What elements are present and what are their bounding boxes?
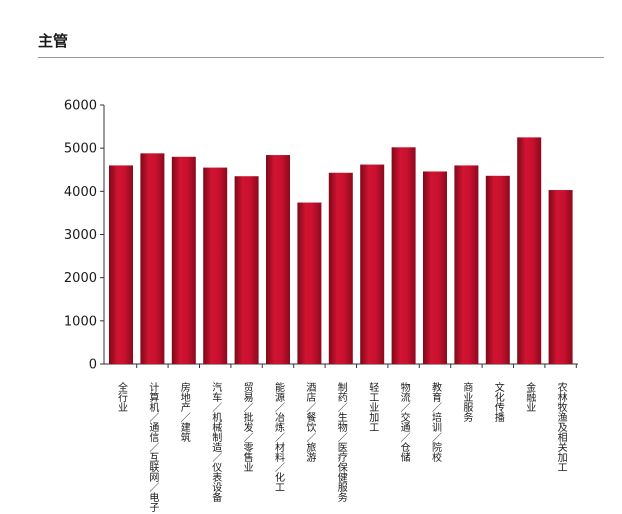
bar — [423, 171, 447, 364]
bar — [297, 202, 322, 364]
bar — [203, 167, 228, 364]
bar — [360, 164, 385, 364]
y-tick-label: 3000 — [64, 228, 97, 243]
bar — [234, 176, 259, 364]
bar — [454, 165, 479, 364]
x-tick-label: 轻工业加工 — [367, 381, 379, 432]
bar — [517, 137, 542, 364]
bar — [109, 165, 133, 364]
x-tick-label: 贸易／批发／零售业 — [241, 382, 253, 472]
x-tick-label: 酒店／餐饮／旅游 — [304, 382, 316, 463]
bar — [328, 172, 353, 364]
x-tick-label: 教育／培训／院校 — [430, 381, 442, 463]
x-tick-label: 房地产／建筑 — [178, 381, 190, 442]
y-tick-label: 4000 — [64, 185, 97, 200]
x-tick-label: 能源／冶炼／材料／化工 — [273, 381, 285, 492]
x-tick-label: 金融业 — [524, 381, 536, 412]
x-tick-label: 汽车／机械制造／仪表设备 — [210, 381, 222, 503]
x-tick-label: 文化传播 — [492, 381, 504, 423]
y-tick-label: 2000 — [64, 271, 97, 286]
bar — [485, 175, 510, 364]
y-tick-label: 6000 — [64, 99, 97, 114]
section-divider — [38, 57, 604, 58]
bar — [266, 155, 290, 364]
y-tick-label: 0 — [89, 358, 97, 373]
bar — [140, 153, 165, 364]
bar — [171, 156, 196, 364]
x-tick-label: 全行业 — [116, 381, 128, 412]
x-tick-label: 农林牧渔及相关加工 — [555, 381, 567, 472]
x-tick-label: 计算机／通信／互联网／电子 — [147, 381, 159, 512]
x-tick-label: 物流／交通／仓储 — [398, 381, 410, 463]
x-tick-label: 制药／生物／医疗保健服务 — [335, 381, 347, 503]
bar — [548, 190, 573, 364]
y-tick-label: 1000 — [64, 314, 97, 329]
bar — [391, 147, 416, 364]
x-tick-label: 商业服务 — [461, 381, 473, 423]
y-tick-label: 5000 — [64, 142, 97, 157]
plot-area: 0 1000 2000 3000 4000 5000 6000 全行业 计算机／通信／互联网／电… — [64, 99, 578, 512]
section-title: 主管 — [38, 32, 69, 50]
